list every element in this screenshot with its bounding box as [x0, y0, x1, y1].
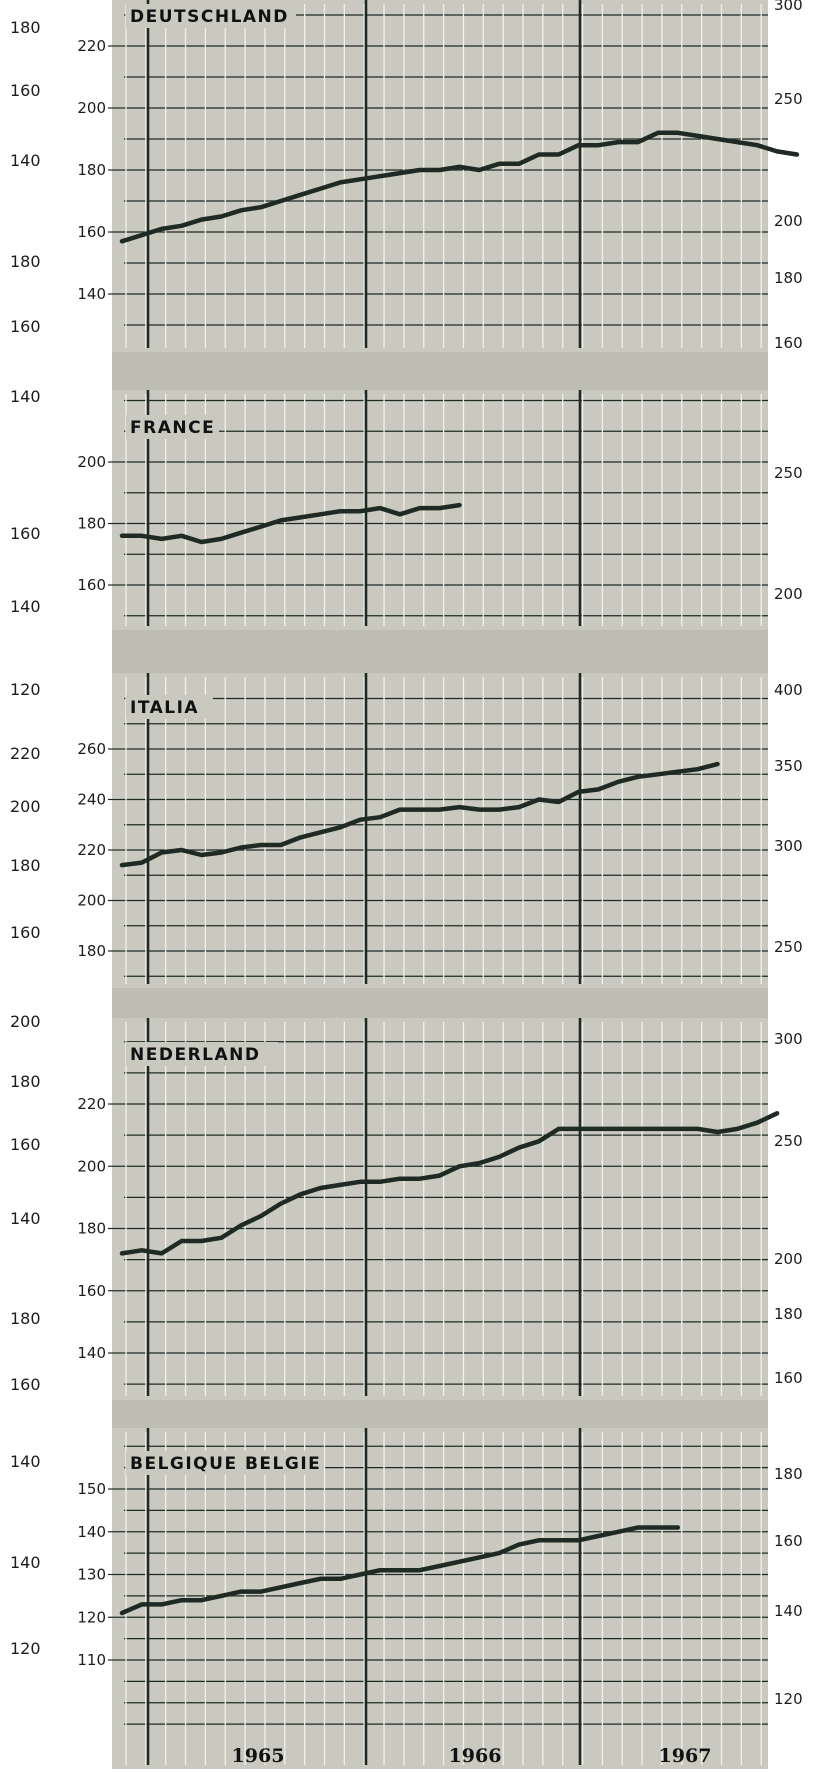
right-tick-label: 400	[774, 681, 803, 699]
outer-left-tick-label: 140	[10, 1209, 41, 1228]
outer-left-tick-label: 180	[10, 18, 41, 37]
left-tick-label: 220	[77, 841, 106, 859]
panel-title-backdrop	[126, 695, 213, 719]
left-tick-label: 110	[77, 1651, 106, 1669]
panel-title-france: FRANCE	[130, 418, 215, 438]
left-tick-label: 240	[77, 791, 106, 809]
outer-left-tick-label: 160	[10, 1135, 41, 1154]
panel-title-deutschland: DEUTSCHLAND	[130, 7, 289, 27]
series-line-italia	[119, 761, 720, 868]
right-tick-label: 200	[774, 585, 803, 603]
left-tick-label: 260	[77, 740, 106, 758]
outer-left-tick-label: 160	[10, 1375, 41, 1394]
panel-title-backdrop	[126, 4, 296, 28]
panel-title-backdrop	[126, 1451, 324, 1475]
outer-left-tick-label: 140	[10, 151, 41, 170]
left-tick-label: 120	[77, 1608, 106, 1626]
right-tick-label: 180	[774, 1305, 803, 1323]
right-tick-label: 250	[774, 464, 803, 482]
right-tick-label: 250	[774, 938, 803, 956]
x-axis-year-label: 1965	[232, 1745, 285, 1767]
left-tick-label: 140	[77, 1344, 106, 1362]
x-axis-year-label: 1966	[449, 1745, 502, 1767]
left-tick-label: 180	[77, 1220, 106, 1238]
right-tick-label: 140	[774, 1602, 803, 1620]
series-line-nederland	[119, 1111, 780, 1256]
series-line-deutschland	[119, 130, 800, 244]
left-tick-label: 180	[77, 161, 106, 179]
right-tick-label: 200	[774, 212, 803, 230]
outer-left-tick-label: 200	[10, 1012, 41, 1031]
panel-background-deutschland	[112, 0, 768, 352]
outer-left-tick-label: 220	[10, 744, 41, 763]
left-tick-label: 200	[77, 99, 106, 117]
outer-left-tick-label: 160	[10, 317, 41, 336]
outer-left-tick-label: 120	[10, 680, 41, 699]
left-tick-label: 130	[77, 1566, 106, 1584]
outer-left-tick-label: 160	[10, 923, 41, 942]
left-tick-label: 160	[77, 576, 106, 594]
left-tick-label: 160	[77, 1282, 106, 1300]
right-tick-label: 120	[774, 1690, 803, 1708]
outer-left-tick-label: 200	[10, 797, 41, 816]
left-tick-label: 220	[77, 37, 106, 55]
right-tick-label: 160	[774, 1369, 803, 1387]
right-tick-label: 180	[774, 1465, 803, 1483]
panel-title-belgique-belgie: BELGIQUE BELGIE	[130, 1454, 321, 1474]
left-tick-label: 200	[77, 453, 106, 471]
panel-background-belgique-belgie	[112, 1428, 768, 1769]
panel-title-italia: ITALIA	[130, 698, 199, 718]
outer-left-tick-label: 140	[10, 1553, 41, 1572]
x-axis-year-label: 1967	[659, 1745, 712, 1767]
outer-left-tick-label: 180	[10, 252, 41, 271]
series-line-france	[119, 502, 462, 545]
right-tick-label: 250	[774, 90, 803, 108]
panel-title-backdrop	[126, 415, 219, 439]
outer-left-tick-label: 140	[10, 387, 41, 406]
right-tick-label: 350	[774, 757, 803, 775]
right-tick-label: 180	[774, 269, 803, 287]
right-tick-label: 300	[774, 1030, 803, 1048]
left-tick-label: 220	[77, 1095, 106, 1113]
panel-background-nederland	[112, 1018, 768, 1400]
panel-title-nederland: NEDERLAND	[130, 1045, 260, 1065]
panel-title-backdrop	[126, 1042, 278, 1066]
left-tick-label: 160	[77, 223, 106, 241]
left-tick-label: 200	[77, 1157, 106, 1175]
right-tick-label: 200	[774, 1250, 803, 1268]
outer-left-tick-label: 160	[10, 524, 41, 543]
right-tick-label: 160	[774, 1532, 803, 1550]
right-tick-label: 250	[774, 1132, 803, 1150]
left-tick-label: 140	[77, 1523, 106, 1541]
outer-left-tick-label: 140	[10, 1452, 41, 1471]
series-line-belgique-belgie	[119, 1525, 681, 1616]
right-tick-label: 300	[774, 0, 803, 14]
outer-left-tick-label: 140	[10, 597, 41, 616]
left-tick-label: 180	[77, 942, 106, 960]
outer-left-tick-label: 180	[10, 1309, 41, 1328]
left-tick-label: 150	[77, 1480, 106, 1498]
outer-left-tick-label: 180	[10, 856, 41, 875]
outer-left-tick-label: 180	[10, 1072, 41, 1091]
left-tick-label: 180	[77, 515, 106, 533]
panel-background-italia	[112, 673, 768, 988]
right-tick-label: 300	[774, 837, 803, 855]
left-tick-label: 140	[77, 285, 106, 303]
left-tick-label: 200	[77, 892, 106, 910]
right-tick-label: 160	[774, 334, 803, 352]
outer-left-tick-label: 160	[10, 81, 41, 100]
outer-left-tick-label: 120	[10, 1639, 41, 1658]
